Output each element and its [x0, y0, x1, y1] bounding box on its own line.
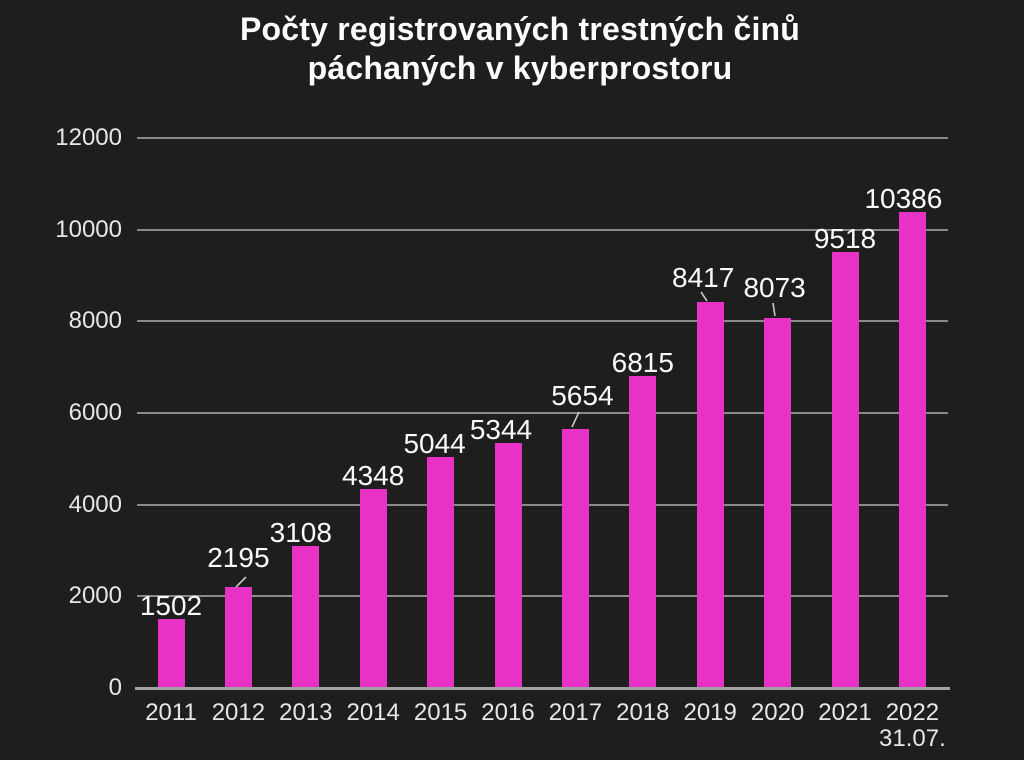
x-axis-tick-label: 2015 [413, 699, 468, 726]
x-axis-tick-label: 2020 [750, 699, 805, 726]
bar-value-label: 2195 [207, 542, 270, 574]
bar-2014 [359, 488, 387, 688]
bar-2016 [494, 443, 522, 688]
label-leader-line [772, 302, 776, 317]
y-axis-tick-label: 12000 [55, 124, 122, 151]
x-axis-line [135, 687, 950, 690]
gridline-10000 [137, 228, 948, 231]
bar-2022 [898, 211, 926, 688]
x-axis-tick-label: 2022 [885, 699, 940, 726]
bar-2015 [427, 456, 455, 688]
x-axis-tick-label: 2011 [145, 699, 197, 726]
x-axis-tick-label: 2021 [818, 699, 872, 726]
bar-2011 [157, 619, 185, 688]
gridline-6000 [137, 412, 948, 414]
bar-value-label: 5654 [551, 379, 614, 411]
chart-title-line1: Počty registrovaných trestných činů [239, 11, 801, 47]
x-axis-tick-label: 2012 [211, 699, 266, 726]
y-axis-tick-label: 6000 [68, 399, 122, 426]
x-axis-tick-label: 2019 [683, 699, 737, 726]
y-axis-tick-label: 8000 [68, 307, 122, 335]
y-axis-tick-label: 10000 [55, 215, 122, 243]
y-axis-tick-label: 4000 [68, 490, 122, 518]
bar-2013 [292, 545, 320, 688]
gridline-4000 [137, 503, 948, 506]
bar-value-label: 5044 [403, 427, 466, 459]
label-leader-line [235, 576, 247, 588]
chart-title: Počty registrovaných trestných činů pách… [16, 10, 1024, 88]
y-axis-tick-label: 0 [108, 674, 122, 701]
x-axis-tick-label: 2018 [616, 699, 670, 726]
gridline-12000 [137, 137, 948, 139]
bar-value-label: 5344 [469, 414, 533, 446]
bar-value-label: 6815 [611, 346, 674, 378]
bar-2018 [629, 375, 657, 688]
bar-2021 [831, 251, 859, 688]
gridline-2000 [137, 595, 948, 598]
x-axis-tick-label: 2016 [481, 699, 535, 726]
y-axis-tick-label: 2000 [68, 582, 122, 610]
label-leader-line [571, 411, 580, 428]
bar-2012 [224, 587, 252, 688]
gridline-8000 [137, 320, 948, 323]
x-axis-tick-label: 2014 [346, 699, 400, 726]
bar-value-label: 8417 [672, 262, 735, 294]
bar-value-label: 3108 [269, 516, 332, 548]
bar-2017 [561, 428, 589, 688]
x-axis-tick-label: 2017 [548, 699, 603, 726]
bar-value-label: 9518 [813, 222, 877, 254]
bar-value-label: 4348 [342, 459, 405, 491]
chart-title-line2: páchaných v kyberprostoru [307, 50, 733, 86]
bar-2019 [696, 302, 724, 688]
bar-value-label: 8073 [743, 271, 806, 303]
bar-value-label: 1502 [139, 590, 203, 622]
bar-2020 [764, 317, 792, 688]
x-axis-tick-label: 2013 [279, 699, 333, 726]
x-axis-sub-label: 31.07. [879, 725, 946, 752]
bar-value-label: 10386 [864, 182, 943, 214]
